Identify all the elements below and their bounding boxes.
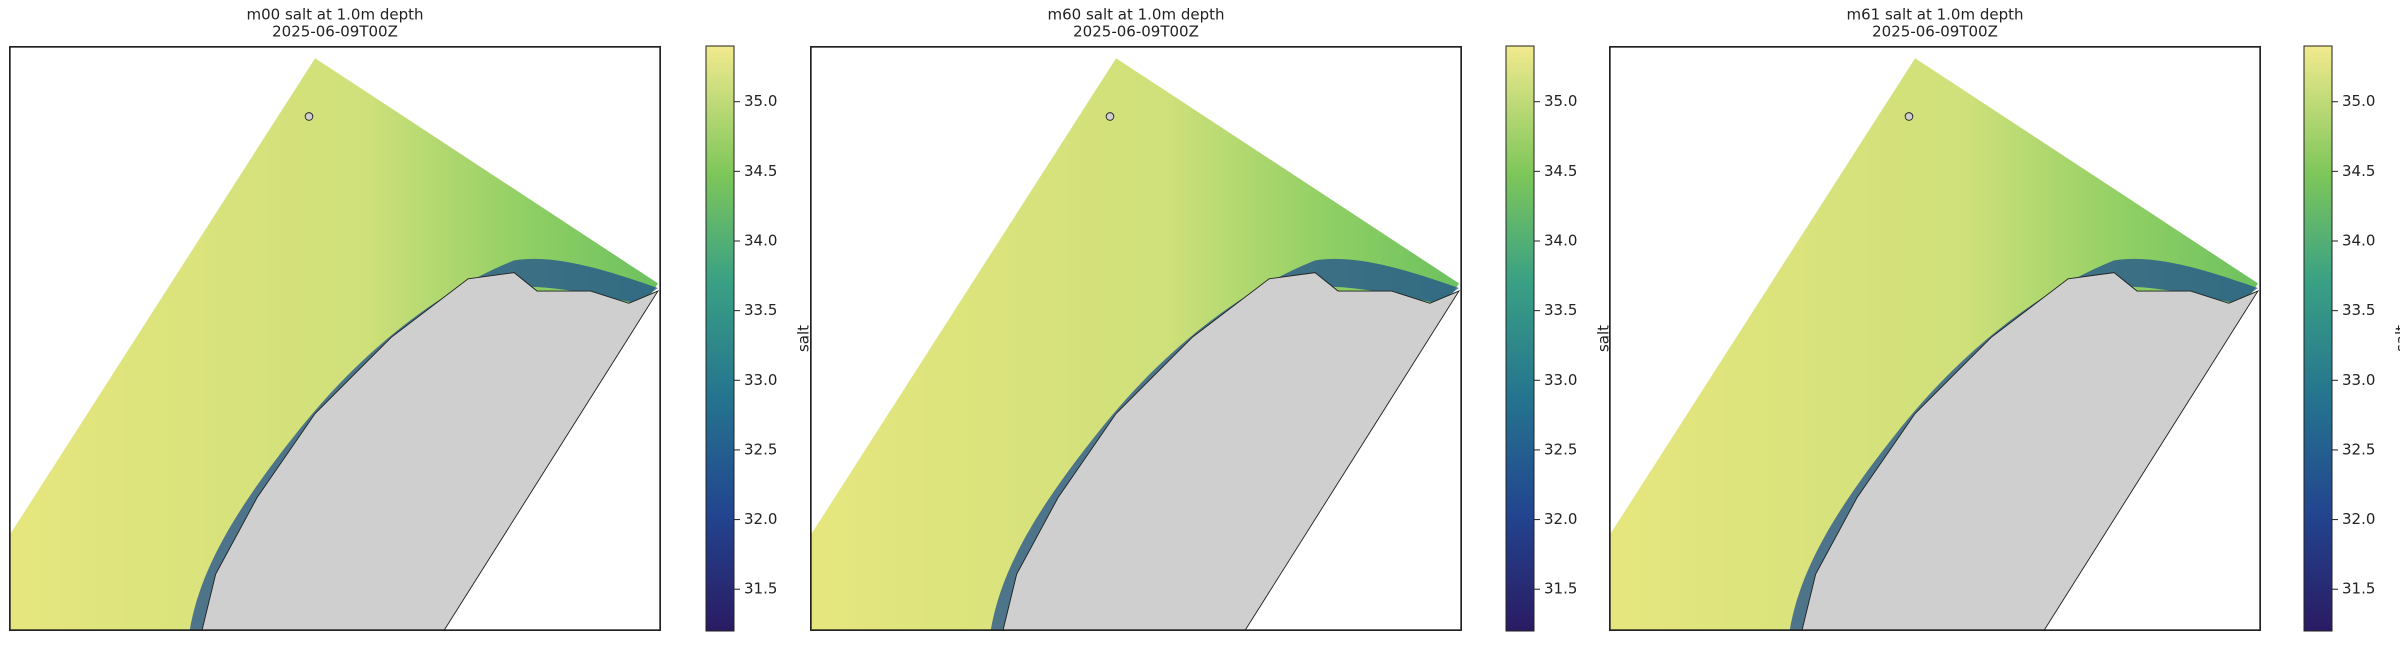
colorbar-tick-label: 33.0 (2342, 371, 2375, 389)
colorbar-tick-label: 34.0 (2342, 232, 2375, 250)
colorbar-tick-label: 32.5 (2342, 440, 2375, 458)
colorbar-label: salt (795, 325, 813, 352)
colorbar-tick-label: 32.5 (744, 440, 777, 458)
colorbar-tick-label: 35.0 (1544, 92, 1577, 110)
panel-title: m60 salt at 1.0m depth (1047, 6, 1224, 24)
island (1106, 113, 1114, 121)
panel-subtitle: 2025-06-09T00Z (1872, 23, 1998, 41)
colorbar-tick-label: 35.0 (744, 92, 777, 110)
colorbar-tick-label: 33.0 (744, 371, 777, 389)
map (9, 46, 661, 631)
colorbar-tick-label: 35.0 (2342, 92, 2375, 110)
colorbar-tick-label: 33.5 (744, 301, 777, 319)
colorbar (1506, 46, 1534, 631)
island (305, 113, 313, 121)
colorbar-tick-label: 32.0 (744, 510, 777, 528)
colorbar-tick-label: 31.5 (2342, 580, 2375, 598)
colorbar-tick-label: 33.5 (1544, 301, 1577, 319)
colorbar-tick-label: 31.5 (1544, 580, 1577, 598)
island (1905, 113, 1913, 121)
panel-title: m00 salt at 1.0m depth (246, 6, 423, 24)
colorbar (2304, 46, 2332, 631)
panel-subtitle: 2025-06-09T00Z (272, 23, 398, 41)
panel-title: m61 salt at 1.0m depth (1846, 6, 2023, 24)
colorbar-tick-label: 33.0 (1544, 371, 1577, 389)
map (1609, 46, 2261, 631)
colorbar-tick-label: 34.5 (2342, 162, 2375, 180)
colorbar-tick-label: 34.0 (744, 232, 777, 250)
map (810, 46, 1462, 631)
colorbar-tick-label: 34.5 (1544, 162, 1577, 180)
colorbar-tick-label: 33.5 (2342, 301, 2375, 319)
colorbar-tick-label: 34.5 (744, 162, 777, 180)
colorbar (706, 46, 734, 631)
colorbar-tick-label: 32.0 (2342, 510, 2375, 528)
colorbar-tick-label: 32.5 (1544, 440, 1577, 458)
panel-subtitle: 2025-06-09T00Z (1073, 23, 1199, 41)
colorbar-tick-label: 31.5 (744, 580, 777, 598)
colorbar-label: salt (2393, 325, 2400, 352)
colorbar-tick-label: 34.0 (1544, 232, 1577, 250)
colorbar-tick-label: 32.0 (1544, 510, 1577, 528)
